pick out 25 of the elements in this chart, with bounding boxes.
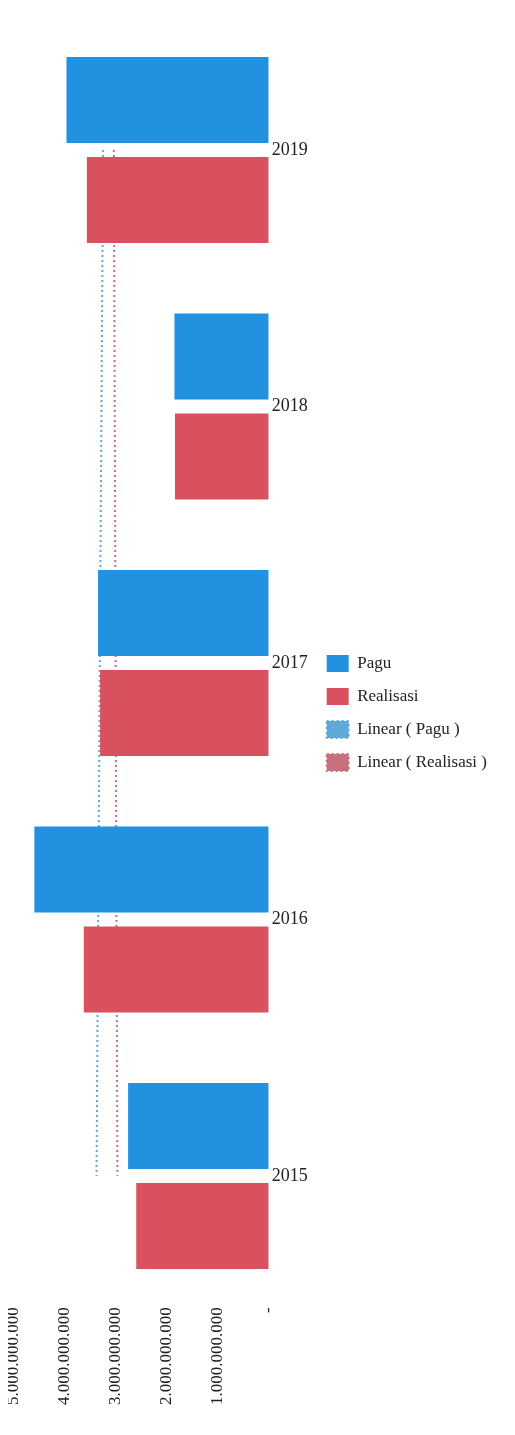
x-tick-label: 1.000.000.000 [207, 1307, 227, 1405]
bar [174, 313, 269, 400]
bar [136, 1183, 269, 1270]
x-tick-label: 5.000.000.000 [3, 1307, 23, 1405]
bar [34, 826, 269, 913]
bar [98, 570, 269, 657]
y-tick-label: 2018 [271, 395, 308, 416]
legend-label: Linear ( Pagu ) [357, 718, 460, 738]
legend-label: Linear ( Realisasi ) [357, 751, 487, 771]
bar [66, 57, 269, 144]
bar [174, 413, 269, 500]
bar [100, 670, 269, 757]
x-tick-label: 3.000.000.000 [105, 1307, 125, 1405]
bar [128, 1082, 269, 1169]
bar [86, 157, 269, 244]
y-tick-label: 2015 [271, 1164, 308, 1185]
y-tick-label: 2019 [271, 138, 308, 159]
legend-label: Pagu [357, 652, 392, 672]
x-tick-label: 4.000.000.000 [54, 1307, 74, 1405]
y-tick-label: 2016 [271, 908, 308, 929]
legend-label: Realisasi [357, 685, 419, 705]
x-tick-label: 2.000.000.000 [156, 1307, 176, 1405]
y-tick-label: 2017 [271, 651, 308, 672]
x-tick-label: - [258, 1306, 278, 1313]
bar [83, 926, 269, 1013]
